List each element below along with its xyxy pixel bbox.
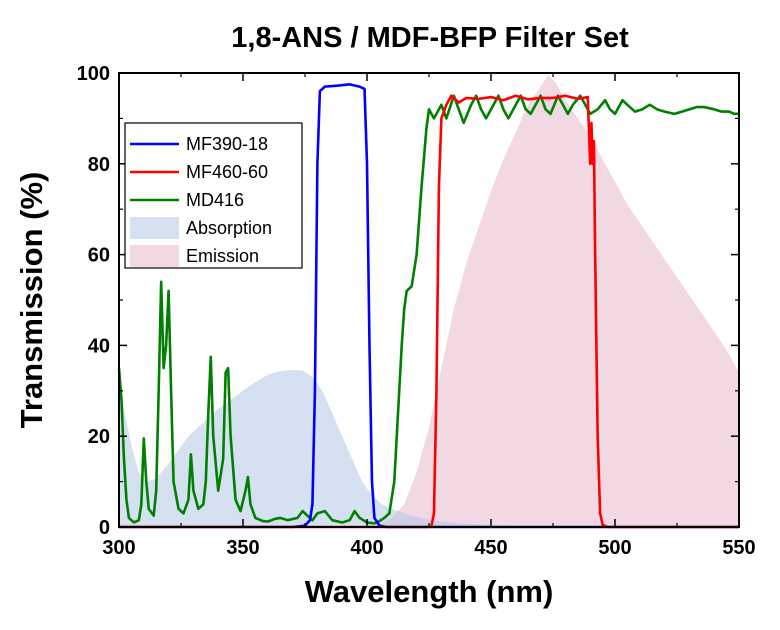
y-tick-label: 100 [77,63,110,85]
x-tick-label: 400 [350,537,383,559]
series-absorption-area [119,369,739,527]
x-tick-label: 350 [226,537,259,559]
y-tick-label: 20 [88,426,110,448]
y-tick-label: 60 [88,245,110,267]
line-layer [117,83,739,529]
x-tick-label: 300 [102,537,135,559]
legend-label: MF460-60 [186,162,268,182]
legend-label: MD416 [186,190,244,210]
y-tick-label: 40 [88,335,110,357]
legend-label: Emission [186,246,259,266]
legend-box [124,122,303,269]
x-tick-label: 550 [722,537,755,559]
legend-item-md416: MD416 [130,190,244,210]
legend-item-absorption: Absorption [130,217,272,239]
series-emission-area [119,75,739,528]
series-mf390-18-line [119,83,739,529]
series-md416-line [117,94,739,525]
x-tick-label: 450 [474,537,507,559]
legend-item-emission: Emission [130,245,259,267]
chart-title: 1,8-ANS / MDF-BFP Filter Set [231,22,629,54]
legend-swatch [130,245,179,267]
x-tick-label: 500 [598,537,631,559]
legend-item-mf390-18: MF390-18 [130,134,268,154]
x-axis-label: Wavelength (nm) [305,574,554,609]
y-tick-label: 80 [88,154,110,176]
legend: MF390-18 MF460-60 MD416 Absorption Emission [124,122,303,269]
legend-label: MF390-18 [186,134,268,154]
legend-label: Absorption [186,218,272,238]
y-axis-label: Transmission (%) [14,172,49,429]
legend-item-mf460-60: MF460-60 [130,162,268,182]
series-mf460-60-line [119,94,739,529]
tick-layer: 300 350 400 450 500 550 0 20 40 60 80 100 [77,63,756,559]
legend-swatch [130,217,179,239]
y-tick-label: 0 [99,517,110,539]
area-layer [119,75,739,528]
